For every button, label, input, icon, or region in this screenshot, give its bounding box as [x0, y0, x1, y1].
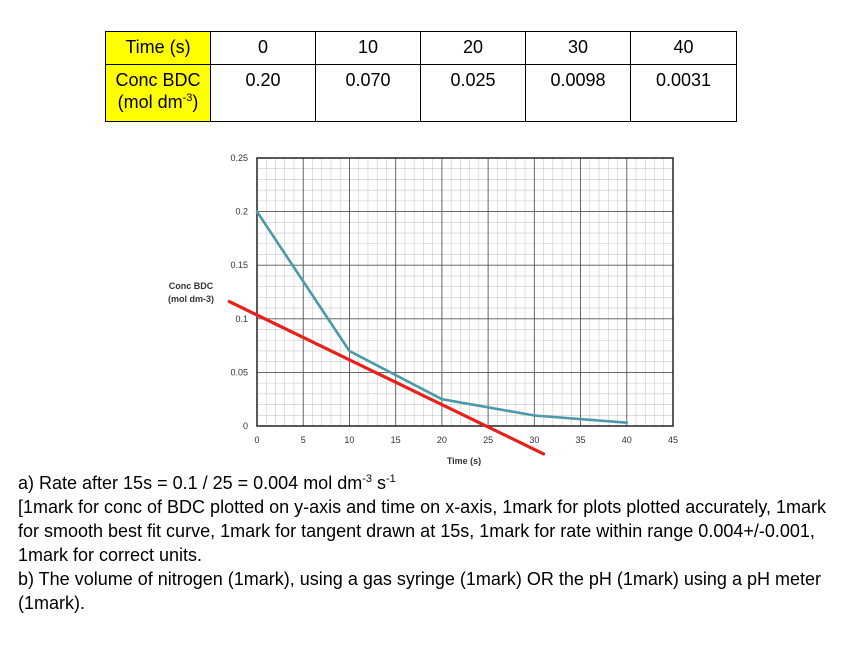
answer-a-sup1: -3 — [362, 473, 372, 485]
y-tick-label: 0.2 — [235, 207, 248, 217]
minor-grid — [257, 158, 673, 426]
major-grid — [257, 158, 673, 426]
tangent-line — [227, 300, 546, 456]
conc-header-unit-sup: -3 — [182, 92, 193, 104]
answer-text: a) Rate after 15s = 0.1 / 25 = 0.004 mol… — [18, 471, 848, 615]
x-axis-ticks: 0 5 10 15 20 25 30 35 40 45 — [254, 435, 678, 445]
answer-b: b) The volume of nitrogen (1mark), using… — [18, 569, 821, 613]
x-tick-label: 40 — [622, 435, 632, 445]
concentration-chart: 0 0.05 0.1 0.15 0.2 0.25 0 5 10 15 20 25 30 35 40 45 C… — [168, 153, 678, 466]
x-tick-label: 45 — [668, 435, 678, 445]
plot-border — [256, 157, 674, 427]
answer-a-text: a) Rate after 15s = 0.1 / 25 = 0.004 mol… — [18, 473, 363, 493]
x-tick-label: 25 — [483, 435, 493, 445]
table-cell: 40 — [630, 31, 737, 65]
table-cell: 0 — [210, 31, 316, 65]
y-axis-label-line1: Conc BDC — [169, 281, 214, 291]
y-tick-label: 0 — [243, 421, 248, 431]
x-axis-label: Time (s) — [447, 456, 481, 466]
table-cell: 0.20 — [210, 64, 316, 122]
table-cell: 10 — [315, 31, 421, 65]
time-header: Time (s) — [105, 31, 211, 65]
table-cell: 0.025 — [420, 64, 526, 122]
mark-scheme: [1mark for conc of BDC plotted on y-axis… — [18, 497, 826, 565]
series-layer — [227, 210, 629, 456]
x-tick-label: 10 — [344, 435, 354, 445]
y-tick-label: 0.05 — [230, 367, 248, 377]
y-tick-label: 0.1 — [235, 314, 248, 324]
x-tick-label: 20 — [437, 435, 447, 445]
y-axis-label-line2: (mol dm-3) — [168, 294, 214, 304]
y-tick-label: 0.15 — [230, 260, 248, 270]
conc-header-unit-post: ) — [192, 92, 199, 112]
time-row: Time (s) 0 10 20 30 40 — [105, 31, 737, 65]
conc-row: Conc BDC (mol dm-3) 0.20 0.070 0.025 0.0… — [105, 64, 737, 122]
table-cell: 20 — [420, 31, 526, 65]
x-tick-label: 30 — [529, 435, 539, 445]
table-cell: 0.070 — [315, 64, 421, 122]
conc-header-unit-pre: (mol dm — [117, 92, 183, 112]
x-tick-label: 5 — [301, 435, 306, 445]
concentration-curve — [255, 210, 629, 425]
conc-header: Conc BDC (mol dm-3) — [105, 64, 211, 122]
table-cell: 0.0098 — [525, 64, 631, 122]
table-cell: 0.0031 — [630, 64, 737, 122]
answer-a: a) Rate after 15s = 0.1 / 25 = 0.004 mol… — [18, 471, 848, 495]
data-table: Time (s) 0 10 20 30 40 Conc BDC (mol dm-… — [105, 31, 737, 122]
conc-header-label: Conc BDC — [115, 70, 201, 90]
answer-a-sup2: -1 — [386, 473, 396, 485]
answer-a-unit: s — [371, 473, 386, 493]
table-cell: 30 — [525, 31, 631, 65]
x-tick-label: 15 — [391, 435, 401, 445]
x-tick-label: 0 — [254, 435, 259, 445]
y-tick-label: 0.25 — [230, 153, 248, 163]
x-tick-label: 35 — [576, 435, 586, 445]
y-axis-ticks: 0 0.05 0.1 0.15 0.2 0.25 — [230, 153, 248, 431]
